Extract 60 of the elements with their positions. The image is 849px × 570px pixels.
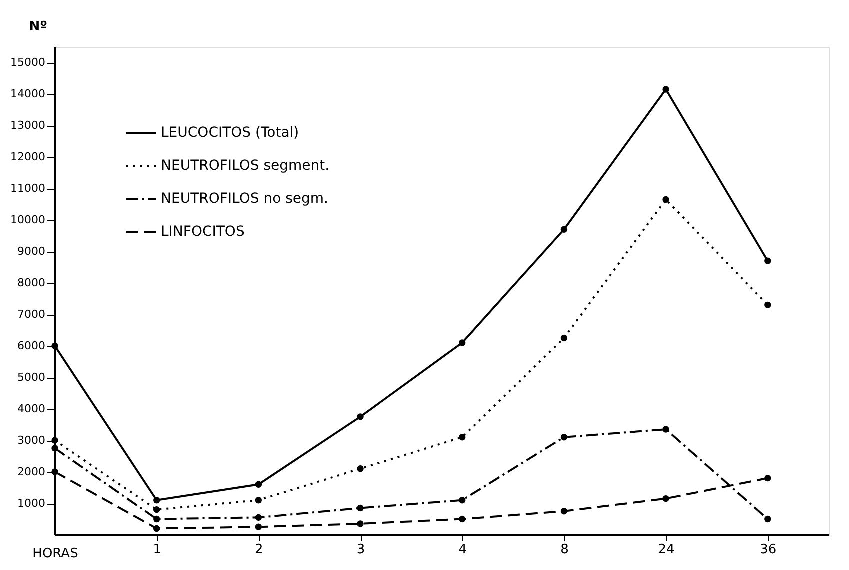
- point: [560, 434, 568, 441]
- y-tick-label: 6000: [18, 340, 46, 353]
- y-tick-label: 14000: [10, 88, 46, 101]
- point: [255, 514, 262, 522]
- x-tick-label: 1: [153, 542, 162, 558]
- point: [255, 497, 262, 504]
- y-tick-label: 13000: [10, 119, 46, 132]
- y-tick-label: 1000: [18, 497, 46, 510]
- y-tick-label: 10000: [10, 214, 46, 227]
- y-tick-label: 2000: [18, 466, 46, 479]
- point: [459, 340, 466, 346]
- point: [560, 226, 568, 233]
- point: [357, 504, 364, 512]
- point: [459, 516, 466, 523]
- y-tick-label: 9000: [18, 245, 46, 258]
- y-tick-label: 3000: [18, 434, 46, 448]
- point: [255, 481, 262, 488]
- y-tick-label: 4000: [18, 402, 46, 416]
- legend-label: NEUTROFILOS no segm.: [161, 191, 328, 207]
- y-tick-label: 11000: [10, 182, 46, 196]
- x-tick-label: 36: [760, 542, 777, 558]
- point: [764, 474, 772, 482]
- y-tick-label: 5000: [18, 371, 46, 384]
- x-tick-label: 24: [658, 542, 675, 558]
- point: [153, 506, 160, 514]
- point: [764, 516, 772, 523]
- x-tick-label: 4: [458, 542, 468, 558]
- x-axis-title: HORAS: [32, 546, 78, 562]
- point: [459, 434, 466, 441]
- y-tick-label: 7000: [18, 308, 46, 322]
- point: [764, 302, 772, 309]
- point: [357, 466, 364, 472]
- x-tick-label: 2: [255, 542, 264, 558]
- point: [560, 334, 568, 342]
- point: [153, 525, 160, 532]
- point: [662, 196, 670, 204]
- point: [560, 508, 568, 515]
- point: [764, 258, 772, 264]
- point: [52, 468, 58, 476]
- point: [662, 426, 670, 433]
- point: [52, 437, 58, 444]
- legend-label: LINFOCITOS: [161, 224, 245, 240]
- point: [459, 497, 466, 504]
- x-tick-label: 8: [560, 542, 569, 558]
- y-tick-label: 15000: [10, 56, 46, 70]
- point: [357, 414, 364, 420]
- legend-label: NEUTROFILOS segment.: [161, 158, 330, 174]
- point: [662, 86, 670, 93]
- point: [153, 516, 160, 523]
- point: [52, 445, 58, 452]
- y-axis-title: Nº: [29, 20, 48, 34]
- point: [662, 495, 670, 502]
- point: [357, 520, 364, 528]
- y-tick-label: 12000: [10, 150, 46, 164]
- point: [52, 342, 58, 350]
- y-tick-label: 8000: [18, 276, 46, 290]
- legend-label: LEUCOCITOS (Total): [161, 125, 300, 141]
- point: [153, 497, 160, 504]
- point: [255, 524, 262, 530]
- x-tick-label: 3: [356, 542, 366, 558]
